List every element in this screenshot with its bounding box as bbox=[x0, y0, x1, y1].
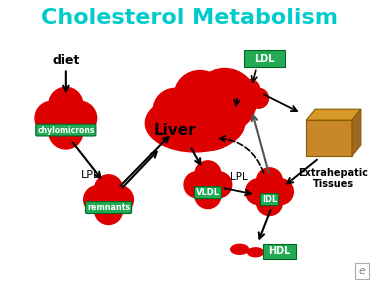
Polygon shape bbox=[306, 109, 361, 120]
Ellipse shape bbox=[231, 244, 249, 254]
Text: LPL: LPL bbox=[230, 172, 247, 182]
Circle shape bbox=[98, 190, 119, 209]
Circle shape bbox=[249, 88, 269, 108]
Circle shape bbox=[153, 88, 197, 132]
Circle shape bbox=[206, 172, 232, 198]
FancyBboxPatch shape bbox=[306, 120, 352, 156]
Circle shape bbox=[199, 176, 217, 194]
Text: IDL: IDL bbox=[262, 195, 277, 204]
Text: remnants: remnants bbox=[87, 203, 130, 212]
Circle shape bbox=[231, 88, 250, 108]
Text: Cholesterol Metabolism: Cholesterol Metabolism bbox=[41, 8, 339, 28]
Circle shape bbox=[256, 168, 282, 194]
Text: Liver: Liver bbox=[154, 123, 196, 138]
Text: chylomicrons: chylomicrons bbox=[37, 126, 95, 135]
Circle shape bbox=[49, 115, 83, 149]
Ellipse shape bbox=[248, 248, 263, 257]
Text: diet: diet bbox=[52, 54, 79, 67]
Polygon shape bbox=[352, 109, 361, 156]
Circle shape bbox=[84, 186, 111, 213]
Circle shape bbox=[95, 197, 122, 225]
Text: LDL: LDL bbox=[254, 54, 275, 64]
Ellipse shape bbox=[198, 126, 236, 150]
Circle shape bbox=[95, 175, 122, 203]
Text: LPL: LPL bbox=[81, 170, 100, 180]
Circle shape bbox=[174, 70, 226, 122]
Text: e: e bbox=[358, 266, 365, 276]
Circle shape bbox=[245, 179, 271, 205]
Circle shape bbox=[184, 172, 210, 198]
Circle shape bbox=[106, 186, 133, 213]
Circle shape bbox=[54, 106, 78, 130]
FancyBboxPatch shape bbox=[263, 244, 296, 259]
Circle shape bbox=[193, 68, 256, 132]
Circle shape bbox=[195, 183, 221, 209]
Circle shape bbox=[240, 80, 260, 99]
FancyBboxPatch shape bbox=[244, 50, 285, 67]
Circle shape bbox=[256, 190, 282, 215]
Circle shape bbox=[261, 183, 279, 201]
Text: Extrahepatic
Tissues: Extrahepatic Tissues bbox=[298, 168, 368, 190]
Text: HDL: HDL bbox=[268, 246, 291, 256]
Circle shape bbox=[268, 179, 293, 205]
Circle shape bbox=[35, 101, 69, 135]
Circle shape bbox=[63, 101, 97, 135]
Circle shape bbox=[243, 91, 256, 105]
Circle shape bbox=[49, 87, 83, 121]
Circle shape bbox=[195, 161, 221, 187]
Text: VLDL: VLDL bbox=[196, 188, 220, 197]
Ellipse shape bbox=[145, 94, 245, 152]
